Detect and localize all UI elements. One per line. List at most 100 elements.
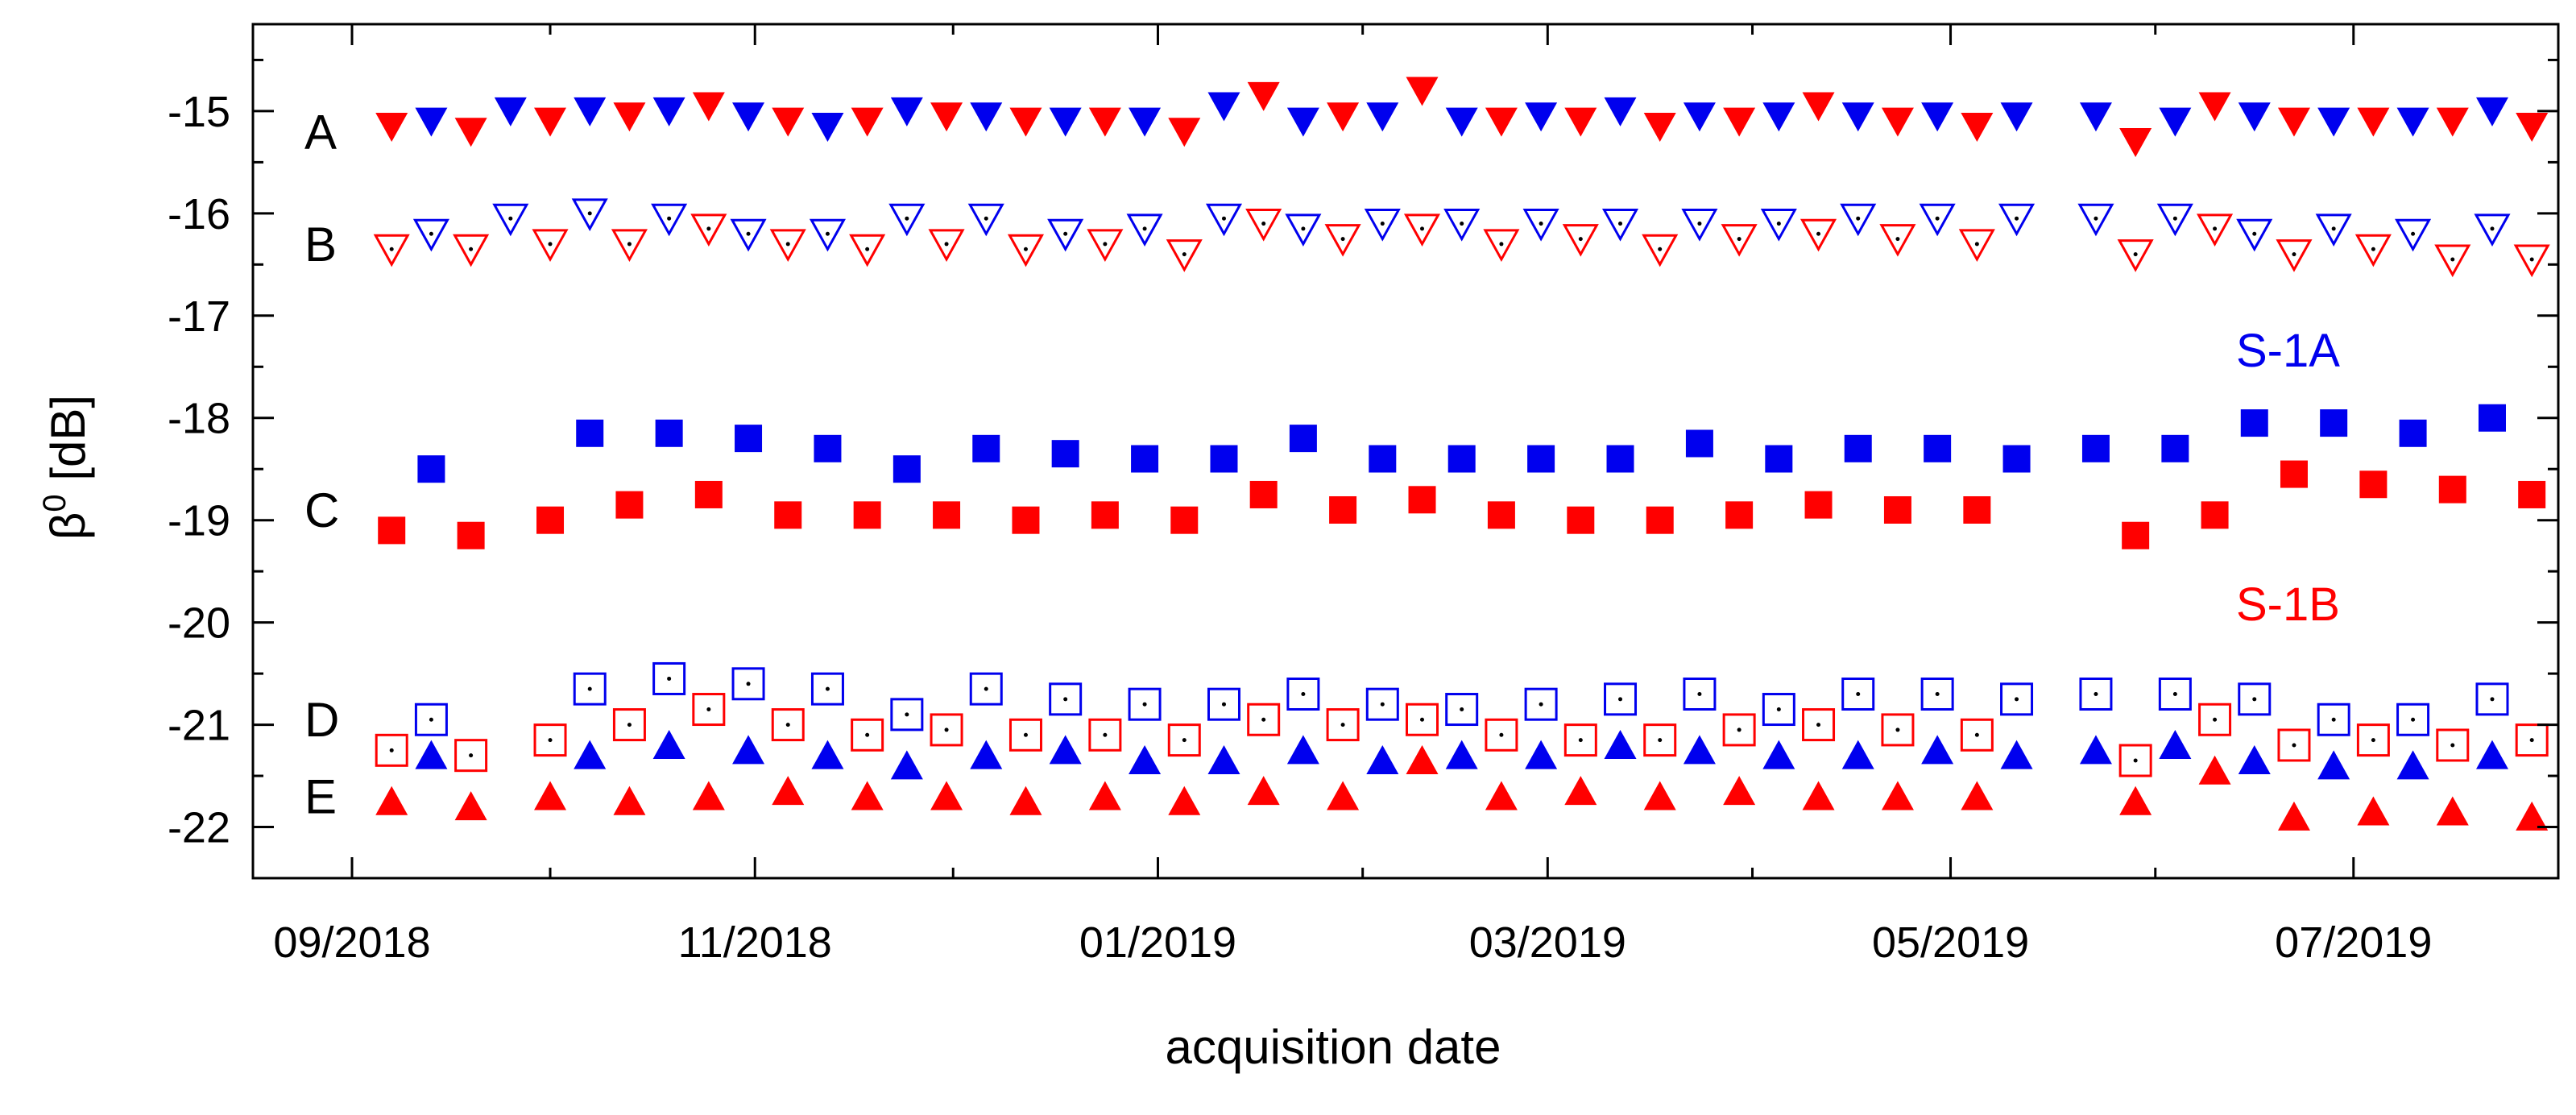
data-point [1960, 718, 1994, 752]
data-point-dot [2371, 247, 2375, 251]
data-point [772, 107, 805, 137]
data-point [2277, 728, 2311, 762]
data-point [1245, 209, 1282, 242]
data-point [1564, 107, 1597, 137]
data-point [1721, 224, 1758, 257]
data-point [536, 506, 565, 534]
data-point [853, 501, 881, 529]
data-point [2238, 745, 2271, 775]
data-point [1564, 776, 1597, 806]
data-point [933, 501, 961, 529]
data-point [1210, 445, 1238, 473]
data-point [2396, 750, 2429, 780]
y-tick-labels: -22 -21 -20 -19 -18 -17 -16 -15 [168, 88, 230, 852]
data-point [1088, 107, 1121, 137]
plot-frame [251, 23, 2560, 880]
data-point [2119, 785, 2152, 815]
data-point-dot [587, 686, 592, 691]
series-d-s-1a [414, 661, 2509, 736]
data-point [1601, 209, 1639, 242]
data-point-dot [1539, 222, 1543, 226]
data-point [533, 723, 567, 757]
data-point-dot [984, 216, 988, 221]
data-point [2434, 244, 2471, 278]
data-point-dot [389, 247, 394, 251]
data-point [613, 102, 646, 132]
data-point [532, 229, 569, 263]
data-point [2201, 501, 2229, 529]
data-point [1998, 203, 2036, 237]
data-point [930, 781, 963, 810]
data-point [730, 218, 767, 252]
data-point [1247, 776, 1280, 806]
data-point [811, 112, 844, 142]
data-point [2436, 728, 2470, 762]
data-point [1919, 203, 1956, 237]
data-point-dot [2331, 226, 2336, 231]
data-point [1408, 486, 1436, 514]
data-point [1723, 107, 1756, 137]
data-point-dot [1063, 697, 1068, 702]
data-point [1685, 429, 1713, 458]
data-point-dot [1380, 222, 1385, 226]
data-point [969, 672, 1003, 706]
legend-s1a: S-1A [2236, 325, 2340, 377]
data-point-dot [785, 242, 790, 247]
data-point [412, 218, 449, 252]
data-point [1881, 107, 1914, 137]
data-point [2317, 703, 2350, 736]
data-point [1961, 112, 1994, 142]
data-point [375, 112, 408, 142]
data-point-dot [1697, 222, 1702, 226]
data-point [1883, 495, 1911, 524]
data-point [2354, 234, 2392, 267]
data-point [1879, 224, 1916, 257]
data-point [928, 229, 965, 263]
data-point [2198, 755, 2231, 785]
data-point-dot [905, 216, 909, 221]
data-point [1921, 735, 1954, 765]
data-point-dot [1737, 727, 1741, 732]
data-point [1009, 107, 1042, 137]
data-point-dot [2490, 697, 2495, 702]
y-tick-label: -15 [168, 88, 230, 136]
data-point [2077, 203, 2114, 237]
data-point [1841, 102, 1874, 132]
data-point [652, 661, 686, 695]
data-point [1485, 781, 1518, 810]
data-point-dot [2450, 743, 2455, 748]
data-point-dot [1856, 216, 1861, 221]
data-point [1131, 445, 1159, 473]
data-point [690, 213, 727, 247]
data-point [1445, 693, 1479, 727]
data-point-dot [508, 216, 513, 221]
data-point [1485, 107, 1518, 137]
data-point-dot [785, 723, 790, 727]
data-point [1920, 677, 1954, 711]
data-point [1841, 677, 1875, 711]
data-point [1681, 209, 1718, 242]
data-point [2000, 682, 2034, 716]
data-point [694, 480, 723, 508]
x-tick-labels: 09/2018 11/2018 01/2019 03/2019 05/2019 07/20… [273, 918, 2432, 967]
data-point [890, 97, 923, 126]
data-point-dot [2172, 691, 2177, 696]
data-point [1207, 745, 1240, 775]
data-point-dot [2015, 216, 2019, 221]
series-e-s-1a [415, 729, 2508, 780]
data-point [1924, 434, 1952, 462]
data-point [1683, 102, 1716, 132]
data-point-dot [706, 707, 711, 712]
data-point-dot [706, 226, 711, 231]
y-tick-label: -17 [168, 292, 230, 341]
data-point [2277, 801, 2310, 831]
data-point [1324, 224, 1361, 257]
data-point [534, 781, 567, 810]
data-point-dot [548, 242, 553, 247]
data-point [810, 672, 844, 706]
data-point [2513, 244, 2550, 278]
data-point [1642, 234, 1679, 267]
series-labels: A B C DE [304, 105, 339, 823]
data-point-dot [1063, 231, 1068, 236]
